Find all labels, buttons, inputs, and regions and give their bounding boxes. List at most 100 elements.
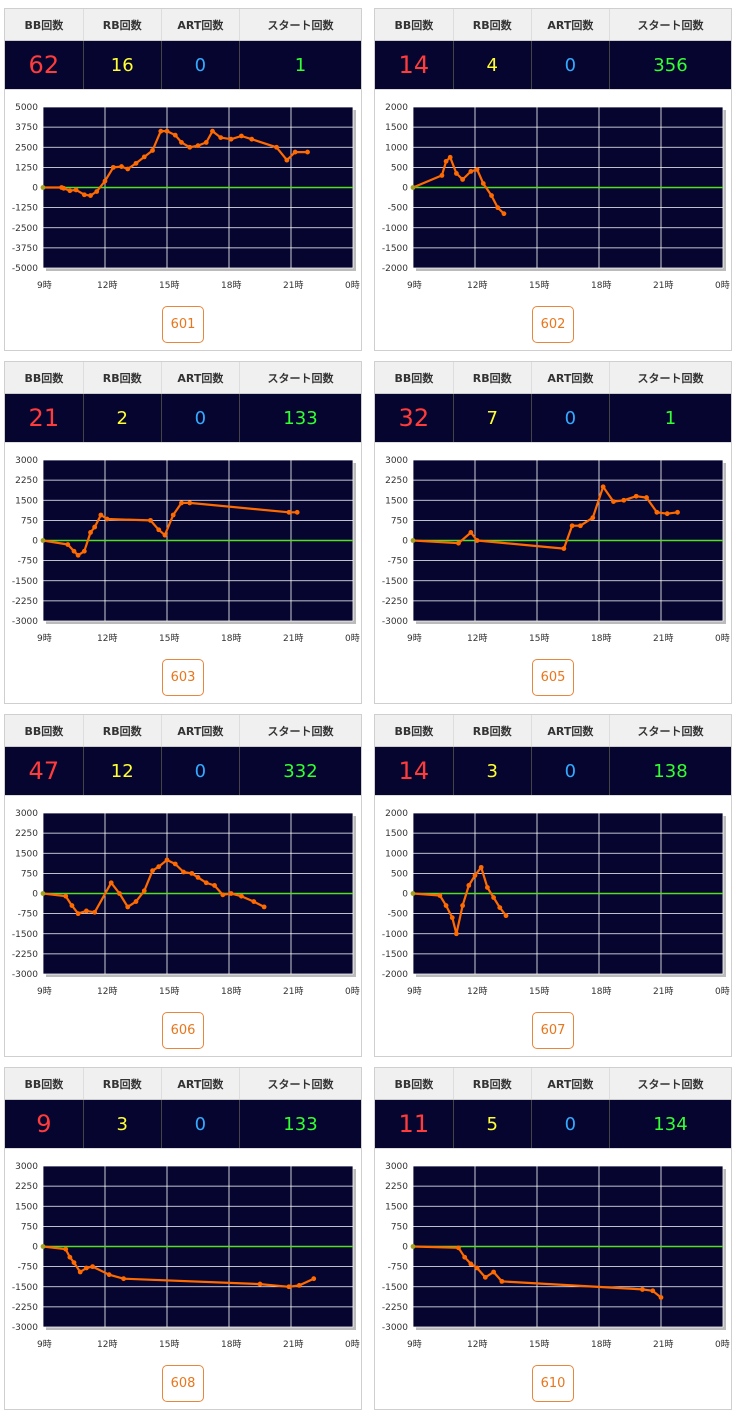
bb-header: BB回数 (5, 1068, 84, 1100)
y-tick-label: -3750 (12, 244, 38, 254)
start-count: 1 (239, 40, 361, 90)
y-tick-label: 3000 (15, 809, 38, 819)
x-tick-label: 12時 (97, 986, 117, 997)
data-point (179, 140, 184, 145)
x-tick-label: 9時 (37, 1339, 52, 1350)
machine-card: BB回数 RB回数 ART回数 スタート回数 14 4 0 356 602 2000 1500 100… (374, 8, 732, 351)
machine-number-button[interactable]: 607 (532, 1012, 574, 1049)
x-tick-label: 0時 (345, 986, 360, 997)
y-tick-label: 3000 (385, 456, 408, 466)
data-point (141, 888, 147, 894)
data-point (92, 524, 98, 530)
start-header: スタート回数 (609, 715, 731, 747)
x-tick-label: 9時 (407, 633, 422, 644)
machine-number-button[interactable]: 601 (162, 306, 204, 343)
data-point (65, 542, 71, 547)
data-point (125, 904, 131, 910)
x-tick-label: 15時 (529, 280, 549, 291)
data-point (164, 857, 170, 863)
data-point (495, 205, 501, 211)
machine-number-button[interactable]: 606 (162, 1012, 204, 1049)
data-point (170, 512, 176, 518)
data-point (77, 1269, 83, 1275)
rb-count: 3 (453, 746, 532, 796)
data-point (286, 509, 292, 515)
x-tick-label: 0時 (345, 280, 360, 291)
data-point (67, 1254, 73, 1260)
bb-count: 14 (375, 40, 454, 90)
x-tick-label: 21時 (283, 633, 303, 644)
x-tick-label: 0時 (715, 633, 730, 644)
data-point (71, 1260, 77, 1265)
data-point (305, 149, 310, 155)
start-header: スタート回数 (609, 362, 731, 394)
start-header: スタート回数 (239, 1068, 361, 1100)
stats-table: BB回数 RB回数 ART回数 スタート回数 9 3 0 133 (5, 1068, 361, 1149)
y-tick-label: 2000 (385, 809, 408, 819)
art-count: 0 (531, 40, 610, 90)
machine-number-button[interactable]: 603 (162, 659, 204, 696)
data-point (40, 185, 46, 190)
data-point (94, 189, 100, 194)
profit-chart: 3000 2250 1500 750 0 -750 -1500 -2250 -3000 9時 12時… (12, 809, 360, 997)
y-tick-label: 0 (32, 1243, 38, 1253)
data-point (187, 500, 193, 506)
y-tick-label: -750 (18, 1263, 39, 1273)
bb-count: 32 (375, 393, 454, 443)
data-point (172, 132, 178, 138)
art-header: ART回数 (531, 362, 610, 394)
data-point (81, 548, 87, 554)
data-point (664, 511, 670, 517)
machine-number-button[interactable]: 610 (532, 1365, 574, 1402)
machine-card: BB回数 RB回数 ART回数 スタート回数 32 7 0 1 605 3000 2250 1500 7… (374, 361, 732, 704)
y-tick-label: 1500 (385, 829, 408, 839)
data-point (261, 904, 267, 910)
y-tick-label: -3000 (382, 1323, 408, 1333)
data-point (633, 493, 639, 499)
x-tick-label: 12時 (467, 280, 487, 291)
y-tick-label: -2250 (382, 597, 408, 607)
y-tick-label: 750 (391, 516, 408, 526)
data-point (443, 903, 449, 908)
data-point (133, 160, 139, 166)
y-tick-label: 5000 (15, 103, 38, 113)
art-count: 0 (531, 1099, 610, 1149)
y-tick-label: -3000 (382, 617, 408, 627)
data-point (156, 864, 162, 870)
x-tick-label: 0時 (715, 1339, 730, 1350)
y-tick-label: -2000 (382, 264, 408, 274)
bb-header: BB回数 (375, 9, 454, 41)
bb-count: 21 (5, 393, 84, 443)
y-tick-label: 750 (21, 516, 38, 526)
data-point (121, 1276, 126, 1282)
data-point (650, 1288, 656, 1294)
y-tick-label: 0 (402, 890, 408, 900)
data-point (179, 500, 184, 506)
art-count: 0 (161, 746, 240, 796)
data-point (410, 891, 416, 896)
profit-chart: 3000 2250 1500 750 0 -750 -1500 -2250 -3000 9時 12時… (12, 456, 360, 644)
data-point (63, 893, 69, 899)
machine-card: BB回数 RB回数 ART回数 スタート回数 14 3 0 138 607 2000 1500 100… (374, 714, 732, 1057)
data-point (195, 143, 201, 149)
data-point (106, 1272, 112, 1278)
profit-chart: 3000 2250 1500 750 0 -750 -1500 -2250 -3000 9時 12時… (382, 1162, 730, 1350)
y-tick-label: -750 (18, 557, 39, 567)
machine-number-button[interactable]: 605 (532, 659, 574, 696)
y-tick-label: -1250 (12, 204, 38, 214)
data-point (67, 188, 73, 194)
machine-number-button[interactable]: 602 (532, 306, 574, 343)
data-point (439, 173, 445, 178)
machine-number-button[interactable]: 608 (162, 1365, 204, 1402)
data-point (501, 211, 507, 217)
data-point (75, 911, 81, 917)
y-tick-label: -1500 (12, 930, 38, 940)
data-point (443, 158, 449, 164)
rb-count: 4 (453, 40, 532, 90)
art-header: ART回数 (531, 9, 610, 41)
x-tick-label: 21時 (653, 1339, 673, 1350)
data-point (187, 144, 193, 150)
data-point (447, 154, 453, 160)
data-point (84, 908, 89, 914)
data-point (658, 1295, 664, 1300)
